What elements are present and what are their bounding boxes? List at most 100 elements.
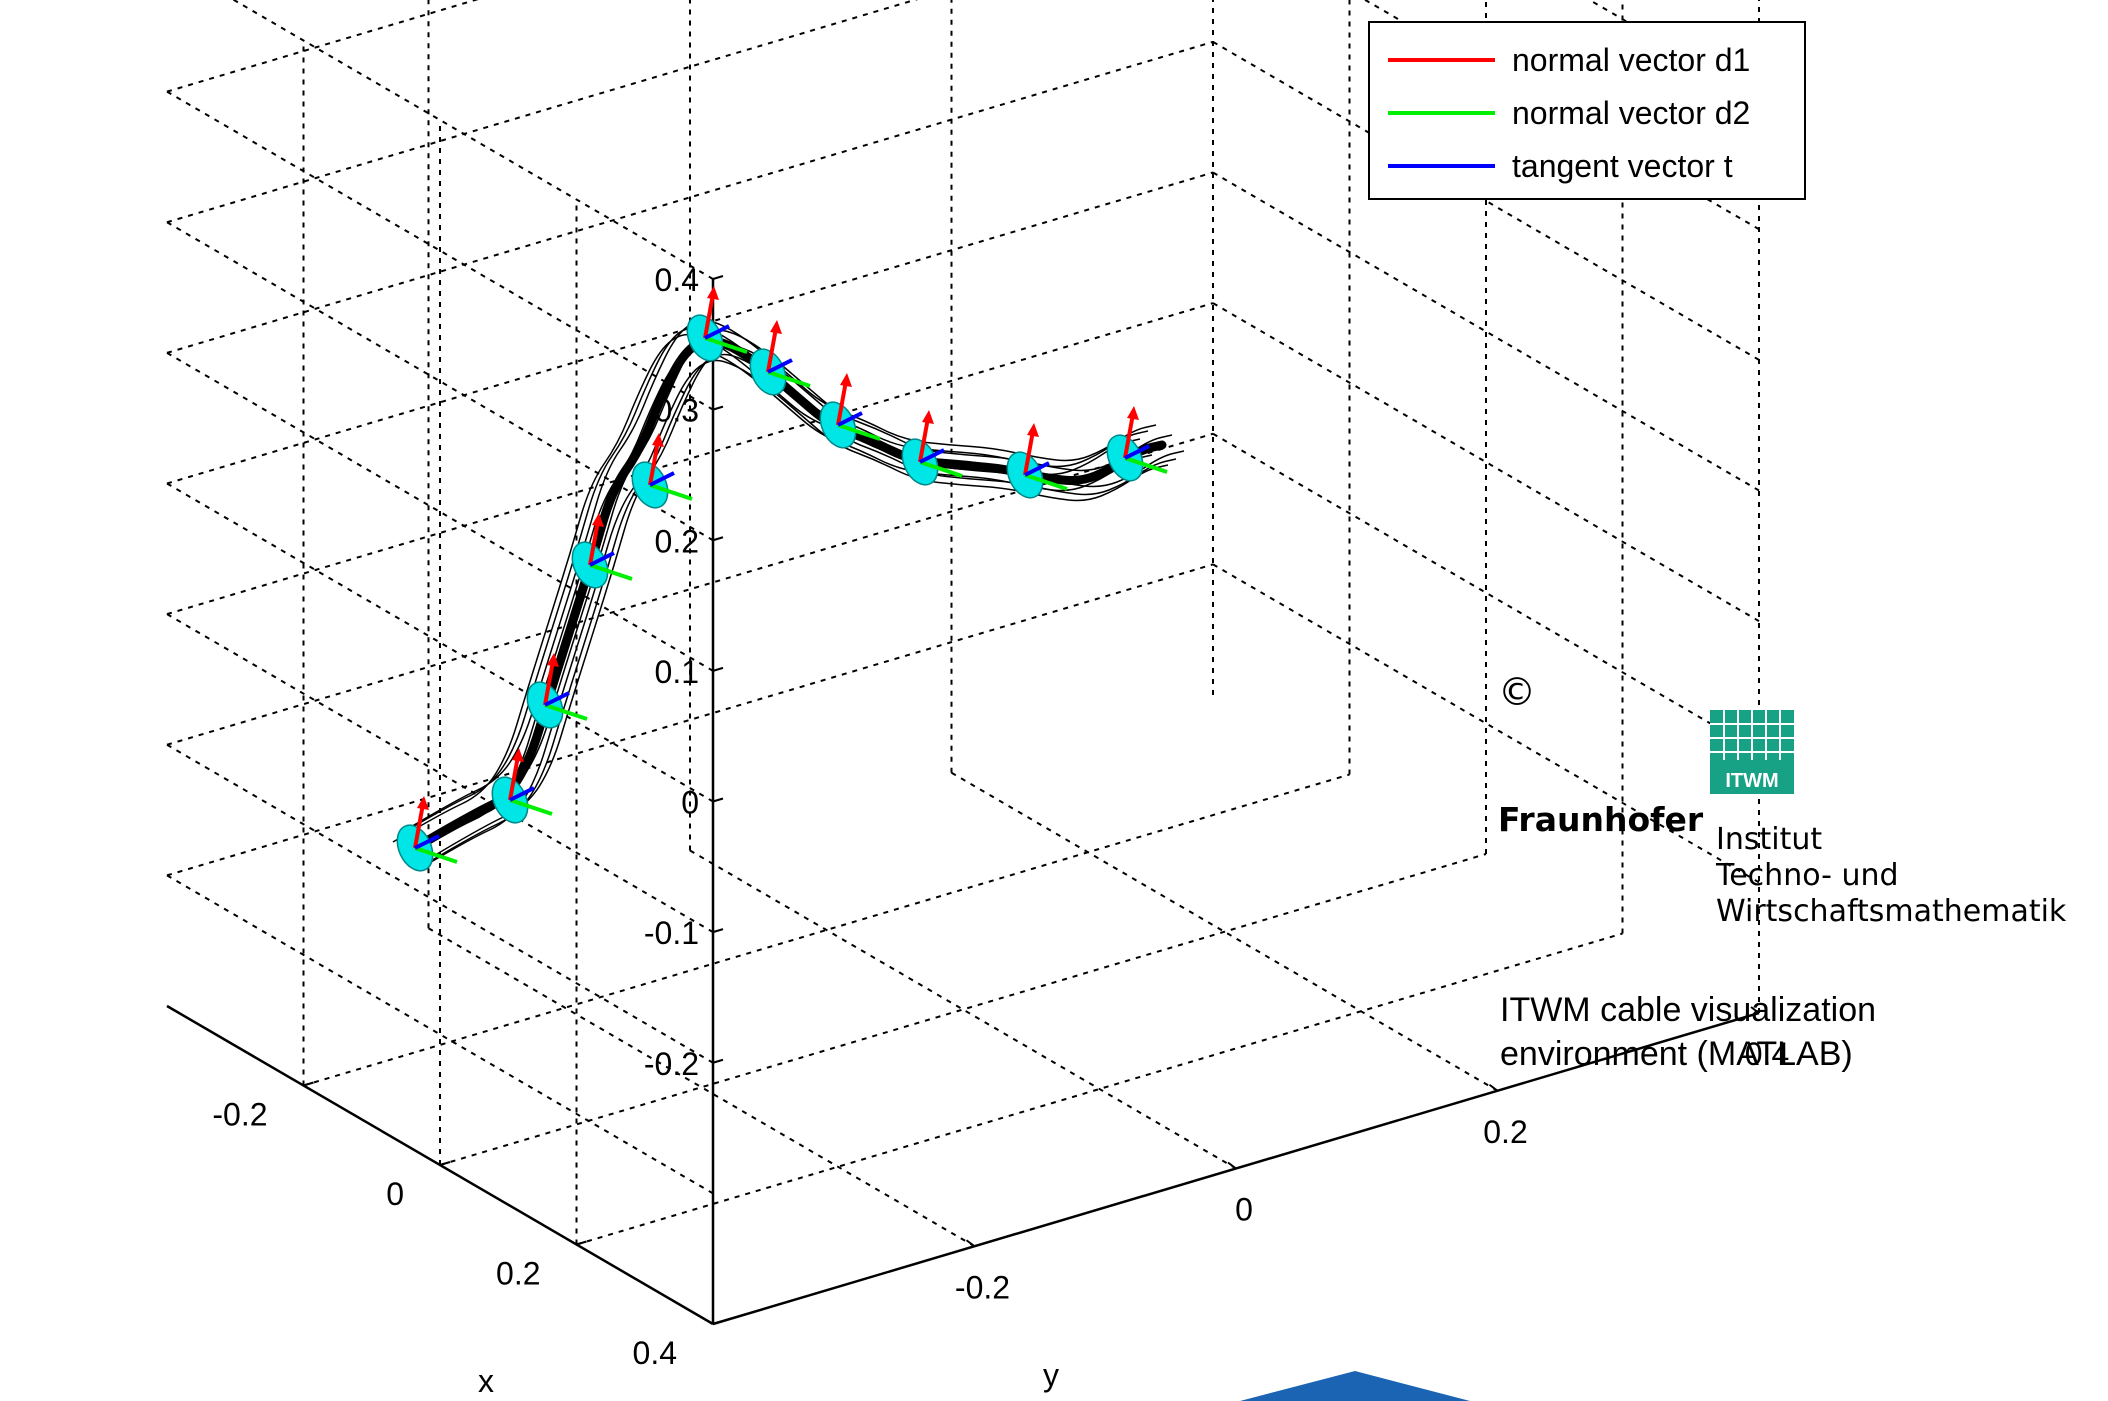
tangent-t-vector [704,324,730,340]
grid-line [439,853,1487,1166]
fraunhofer-name: Fraunhofer [1498,800,1704,839]
cable-centerline [410,336,1167,853]
grid-line [427,927,976,1248]
caption: ITWM cable visualization environment (MA… [1500,988,2060,1076]
normal-d1-vector [766,327,778,373]
z-tick-mark [712,928,724,934]
tangent-t-vector [414,834,440,850]
normal-d1-arrowhead [1127,406,1139,420]
normal-d2-vector [544,703,588,721]
z-tick-label: 0.3 [655,393,699,429]
itwm-logo-text: ITWM [1725,770,1778,792]
y-tick-mark [965,1239,976,1248]
institute-line-2: Techno- und [1716,858,1899,893]
caption-line-2: environment (MATLAB) [1500,1035,1853,1073]
normal-d2-vector [919,460,963,478]
z-tick-label: 0.2 [655,523,699,559]
grid-line [166,743,714,1064]
grid-line [1212,432,1760,753]
normal-d1-vector [543,660,555,706]
x-axis-label: x [478,1363,494,1399]
cable-surface-line [392,333,1141,843]
normal-d2-vector [649,483,693,501]
normal-d1-arrowhead [512,748,524,762]
x-tick-mark [712,1320,724,1325]
tangent-t-vector [837,411,863,427]
normal-d2-vector [767,370,811,388]
y-tick-mark [1488,1083,1499,1092]
cable-surface-line [424,329,1173,839]
legend-box [1368,21,1806,200]
normal-d2-vector [589,563,633,581]
x-tick-label: -0.2 [212,1097,267,1133]
normal-d1-arrowhead [922,410,934,424]
grid-line [166,563,1214,877]
institute-line-1: Institut [1716,822,1823,857]
legend-label-t: tangent vector t [1512,148,1733,184]
normal-d1-vector [648,440,660,486]
y-tick-mark [1750,1006,1760,1014]
legend-label-d1: normal vector d1 [1512,42,1750,78]
normal-d2-vector [1124,456,1168,474]
normal-d1-arrowhead [770,320,782,334]
normal-d2-vector [1024,473,1068,491]
y-axis-label: y [1043,1357,1059,1393]
normal-d1-arrowhead [547,653,559,667]
grid-line [1212,302,1760,622]
normal-d1-vector [413,803,425,849]
z-tick-mark [712,1058,724,1064]
grid-line [689,849,1237,1170]
normal-d1-vector [1123,413,1135,459]
normal-d1-vector [588,520,600,566]
z-tick-label: 0.4 [655,262,699,298]
normal-d1-vector [508,755,520,801]
y-tick-label: 0.4 [1745,1036,1789,1072]
tangent-t-vector [919,448,945,464]
normal-d1-vector [836,380,848,426]
normal-d1-arrowhead [592,513,604,527]
x-tick-label: 0.2 [496,1256,540,1292]
x-tick-mark [303,1081,314,1087]
normal-d2-vector [704,336,748,354]
institute-name: Institut Techno- und Wirtschaftsmathemat… [1716,822,2066,930]
normal-d2-vector [414,846,458,864]
z-tick-mark [712,275,724,280]
x-tick-label: 0.4 [633,1335,677,1371]
caption-line-1: ITWM cable visualization [1500,991,1877,1029]
y-tick-label: 0.2 [1483,1114,1527,1150]
y-tick-mark [1227,1161,1237,1170]
normal-d1-arrowhead [417,796,429,810]
normal-d1-arrowhead [707,286,719,300]
normal-d1-vector [918,417,930,463]
normal-d2-vector [509,798,553,816]
itwm-logo-icon: ITWM [1710,710,1794,794]
tangent-t-vector [544,691,570,707]
y-tick-label: 0 [1235,1192,1253,1228]
normal-d1-arrowhead [840,373,852,387]
x-tick-mark [439,1161,451,1166]
tangent-t-vector [1024,461,1050,477]
tangent-t-vector [767,358,793,374]
z-tick-label: -0.1 [644,915,699,951]
grid-line [166,874,714,1195]
normal-d1-vector [1023,430,1035,476]
tangent-t-vector [1124,444,1150,460]
decorative-shape [1240,1371,1470,1401]
chart-legend: normal vector d1 normal vector d2 tangen… [1368,21,1806,200]
z-tick-mark [712,666,724,672]
z-tick-mark [712,405,724,411]
copyright-symbol: © [1498,670,1536,714]
axis-ticks: 0.4 0.3 0.2 0.1 0 -0.1 -0.2 -0.2 0 0.2 0.4 -0.2 0 0.2… [212,262,1789,1371]
x-tick-mark [576,1240,587,1246]
y-tick-label: -0.2 [955,1269,1010,1305]
z-tick-mark [712,536,724,542]
normal-d1-vector [703,293,715,339]
fraunhofer-brand: Fraunhofer [1498,800,1703,839]
institute-line-3: Wirtschaftsmathematik [1716,894,2067,929]
tangent-t-vector [509,786,535,802]
normal-d2-vector [837,423,881,441]
tangent-t-vector [649,471,675,487]
frame-vectors [396,286,1168,872]
z-tick-label: 0.1 [655,654,699,690]
